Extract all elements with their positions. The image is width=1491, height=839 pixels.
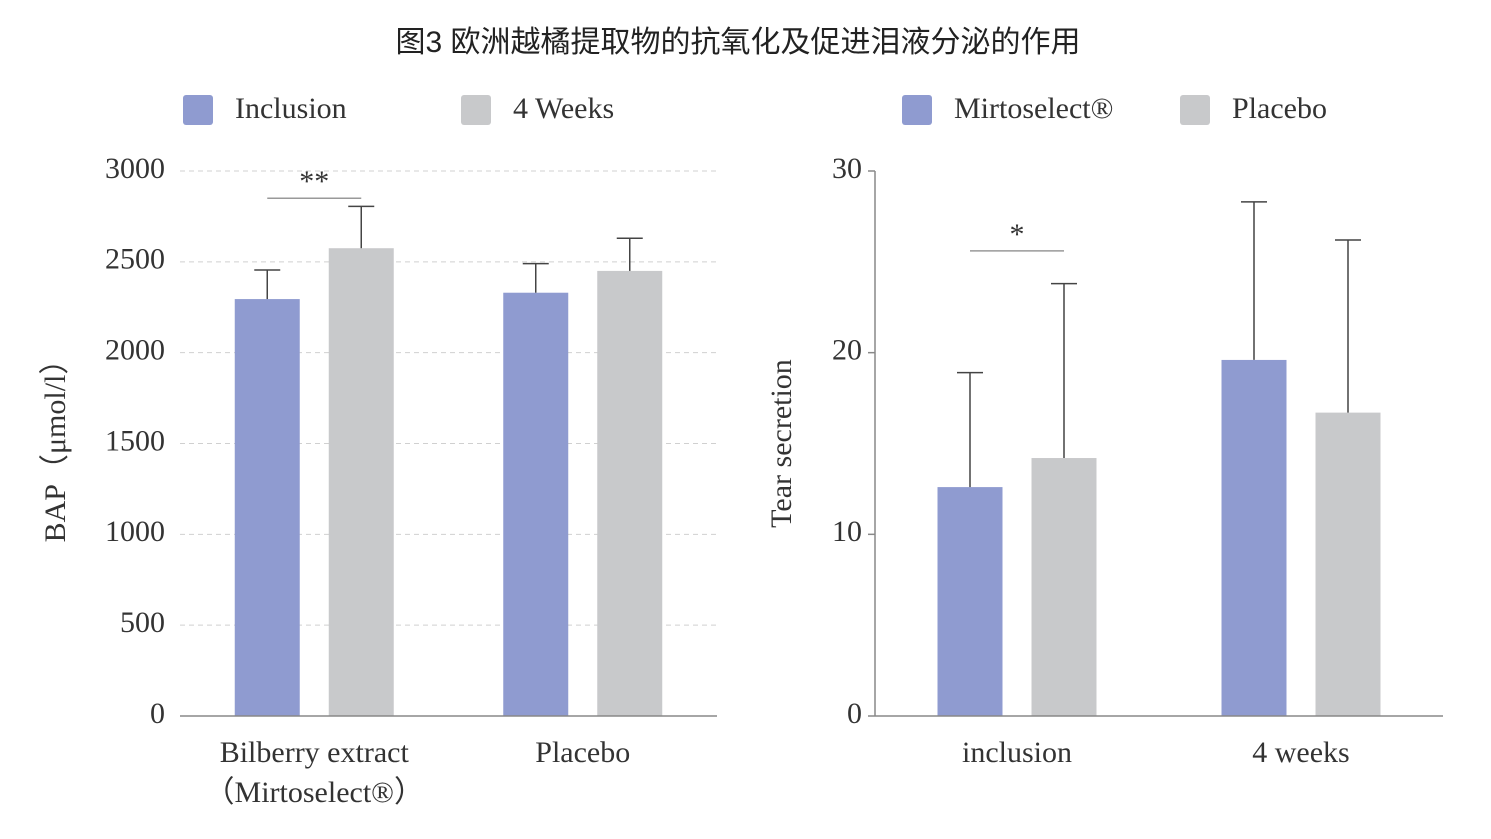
- y-tick-label: 20: [832, 334, 862, 367]
- y-tick-label: 0: [150, 697, 165, 730]
- bar: [328, 248, 394, 717]
- y-axis-label: Tear secretion: [765, 359, 798, 528]
- y-tick-label: 30: [832, 152, 862, 185]
- legend-label: Inclusion: [235, 92, 347, 125]
- x-tick-label: 4 weeks: [1252, 736, 1350, 769]
- significance-label: **: [299, 165, 329, 198]
- y-tick-label: 2500: [105, 243, 165, 276]
- y-axis-label: BAP（μmol/l）: [39, 345, 72, 543]
- chart-title: 图3 欧洲越橘提取物的抗氧化及促进泪液分泌的作用: [395, 26, 1080, 59]
- bar: [234, 299, 300, 716]
- legend-label: Placebo: [1232, 92, 1327, 125]
- x-tick-label: Placebo: [535, 736, 631, 769]
- legend-label: 4 Weeks: [513, 92, 614, 125]
- y-tick-label: 1500: [105, 424, 165, 457]
- legend-label: Mirtoselect®: [954, 92, 1113, 125]
- bar: [597, 270, 663, 716]
- bar: [1031, 458, 1097, 716]
- bar: [1315, 412, 1381, 716]
- y-tick-label: 1000: [105, 515, 165, 548]
- legend-swatch: [461, 95, 491, 125]
- bar: [937, 487, 1003, 716]
- y-tick-label: 0: [847, 697, 862, 730]
- bar: [503, 292, 569, 716]
- x-tick-label: Bilberry extract （Mirtoselect®）: [204, 736, 424, 809]
- y-tick-label: 500: [120, 606, 165, 639]
- significance-label: *: [1010, 218, 1025, 251]
- bar: [1221, 359, 1287, 716]
- legend-swatch: [1180, 95, 1210, 125]
- y-tick-label: 10: [832, 515, 862, 548]
- y-tick-label: 3000: [105, 152, 165, 185]
- x-tick-label: inclusion: [962, 736, 1072, 769]
- legend-swatch: [183, 95, 213, 125]
- y-tick-label: 2000: [105, 334, 165, 367]
- legend-swatch: [902, 95, 932, 125]
